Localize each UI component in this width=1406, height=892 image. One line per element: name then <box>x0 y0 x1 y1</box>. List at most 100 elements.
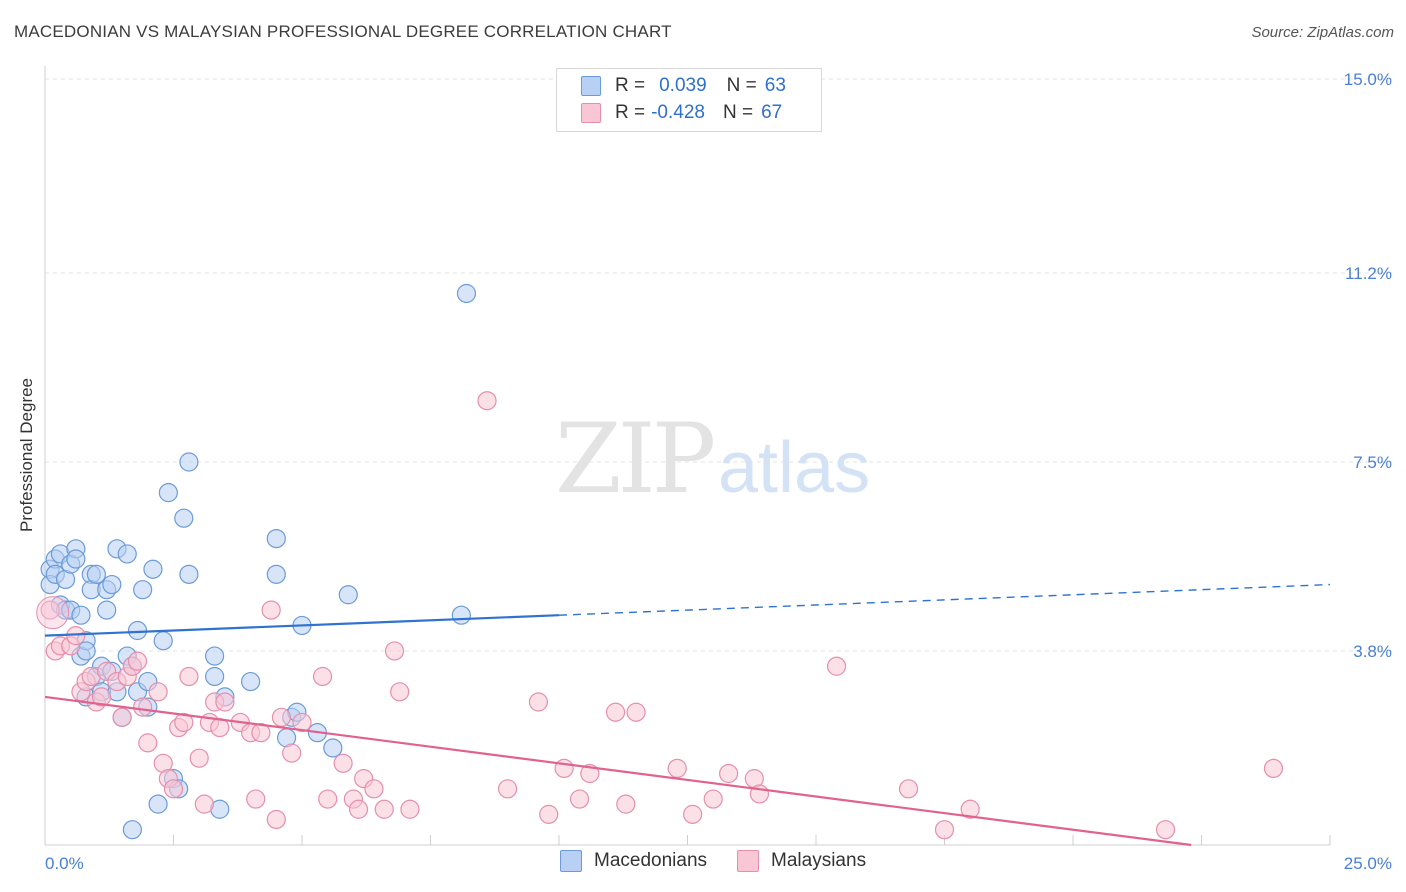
malaysian-point <box>36 596 70 630</box>
malaysian-point <box>127 651 148 671</box>
r-label: R = <box>615 102 646 123</box>
r-label: R = <box>615 75 646 96</box>
r-value: -0.428 <box>651 102 705 123</box>
tick-labels: 3.8% 7.5% 11.2% 15.0% 0.0% 25.0% <box>45 70 1392 873</box>
malaysian-point <box>390 682 410 702</box>
watermark: ZIP atlas <box>555 403 870 515</box>
macedonian-point <box>153 631 173 651</box>
legend-label: Macedonians <box>594 850 708 871</box>
y-tick-label: 15.0% <box>1344 70 1392 89</box>
macedonian-point <box>117 544 137 564</box>
macedonian-point <box>148 794 168 814</box>
malaysian-point <box>271 707 292 727</box>
malaysian-point <box>364 779 384 799</box>
watermark-zip: ZIP <box>555 403 714 515</box>
malaysian-point <box>826 656 847 676</box>
malaysian-point <box>40 600 60 620</box>
y-tick-label: 11.2% <box>1345 264 1392 283</box>
n-value: 67 <box>761 102 783 123</box>
chart-title: MACEDONIAN VS MALAYSIAN PROFESSIONAL DEG… <box>14 22 672 41</box>
malaysian-point <box>251 723 271 743</box>
macedonian-point <box>97 600 117 620</box>
macedonian-point <box>133 580 153 600</box>
malaysian-point <box>498 779 518 799</box>
malaysian-point <box>1155 820 1176 840</box>
macedonian-point <box>179 564 199 584</box>
x-tick-label: 25.0% <box>1344 854 1392 873</box>
malaysian-point <box>215 692 235 712</box>
malaysian-point <box>616 794 636 814</box>
malaysian-point <box>261 600 281 620</box>
legend-label: Malaysians <box>771 850 867 871</box>
macedonian-point <box>86 564 107 584</box>
malaysian-point <box>333 753 353 773</box>
malaysian-point <box>374 799 394 819</box>
malaysian-point <box>348 799 369 819</box>
grid-lines <box>45 78 1392 652</box>
macedonian-point <box>102 574 122 595</box>
macedonian-point <box>158 483 178 503</box>
malaysian-point <box>683 804 703 824</box>
macedonian-point <box>179 452 199 472</box>
malaysian-point <box>112 707 132 727</box>
trend-lines <box>44 583 1331 847</box>
malaysian-point <box>719 763 739 784</box>
malaysian-point <box>174 712 194 733</box>
malaysian-point <box>1263 758 1284 779</box>
watermark-atlas: atlas <box>718 428 870 508</box>
malaysian-trend-line <box>44 695 1192 847</box>
malaysian-point <box>179 666 199 687</box>
malaysian-point <box>400 799 420 819</box>
axes <box>44 66 1331 846</box>
stats-legend: R = 0.039 N = 63 R = -0.428 N = 67 <box>556 68 822 132</box>
source-credit: Source: ZipAtlas.com <box>1251 24 1394 41</box>
macedonian-trend-line <box>44 614 560 637</box>
malaysian-point <box>605 702 626 722</box>
macedonian-point <box>338 585 358 605</box>
y-tick-label: 7.5% <box>1353 453 1392 472</box>
malaysians-points <box>36 391 1284 840</box>
malaysian-point <box>91 687 112 707</box>
malaysian-point <box>960 799 980 819</box>
macedonian-point <box>174 508 194 528</box>
malaysian-point <box>539 804 559 824</box>
macedonian-point <box>71 605 91 625</box>
legend-item-malaysians[interactable]: Malaysians <box>737 850 866 872</box>
malaysian-point <box>138 733 158 753</box>
malaysian-point <box>312 666 333 687</box>
macedonian-point <box>205 666 225 687</box>
malaysian-point <box>898 779 919 799</box>
macedonian-trend-extension <box>558 583 1331 616</box>
r-value: 0.039 <box>659 75 707 96</box>
malaysian-point <box>934 820 955 840</box>
macedonian-point <box>456 283 477 304</box>
malaysian-point <box>148 682 168 702</box>
y-axis-label: Professional Degree <box>17 377 36 533</box>
malaysian-point <box>626 702 646 722</box>
malaysian-point <box>133 697 153 717</box>
malaysian-point <box>282 743 302 763</box>
macedonian-point <box>266 564 286 584</box>
malaysian-point <box>477 391 497 411</box>
legend-item-macedonians[interactable]: Macedonians <box>560 850 707 872</box>
macedonian-point <box>451 605 471 625</box>
macedonian-point <box>205 646 225 666</box>
malaysian-point <box>703 789 723 809</box>
y-tick-label: 3.8% <box>1353 642 1392 661</box>
malaysian-point <box>528 692 549 712</box>
series-legend: Macedonians Malaysians <box>560 850 896 872</box>
x-tick-label: 0.0% <box>45 854 84 873</box>
malaysian-point <box>292 712 312 733</box>
macedonian-point <box>127 620 148 641</box>
malaysian-point <box>569 789 590 809</box>
legend-row-malaysians: R = -0.428 N = 67 <box>581 101 782 125</box>
n-label: N = <box>722 102 754 123</box>
malaysian-point <box>266 809 286 830</box>
macedonian-point <box>66 549 86 569</box>
legend-swatch-blue <box>560 850 582 872</box>
macedonians-points <box>40 283 477 840</box>
macedonian-point <box>266 528 286 549</box>
macedonian-point <box>122 820 142 840</box>
macedonian-point <box>323 738 343 758</box>
